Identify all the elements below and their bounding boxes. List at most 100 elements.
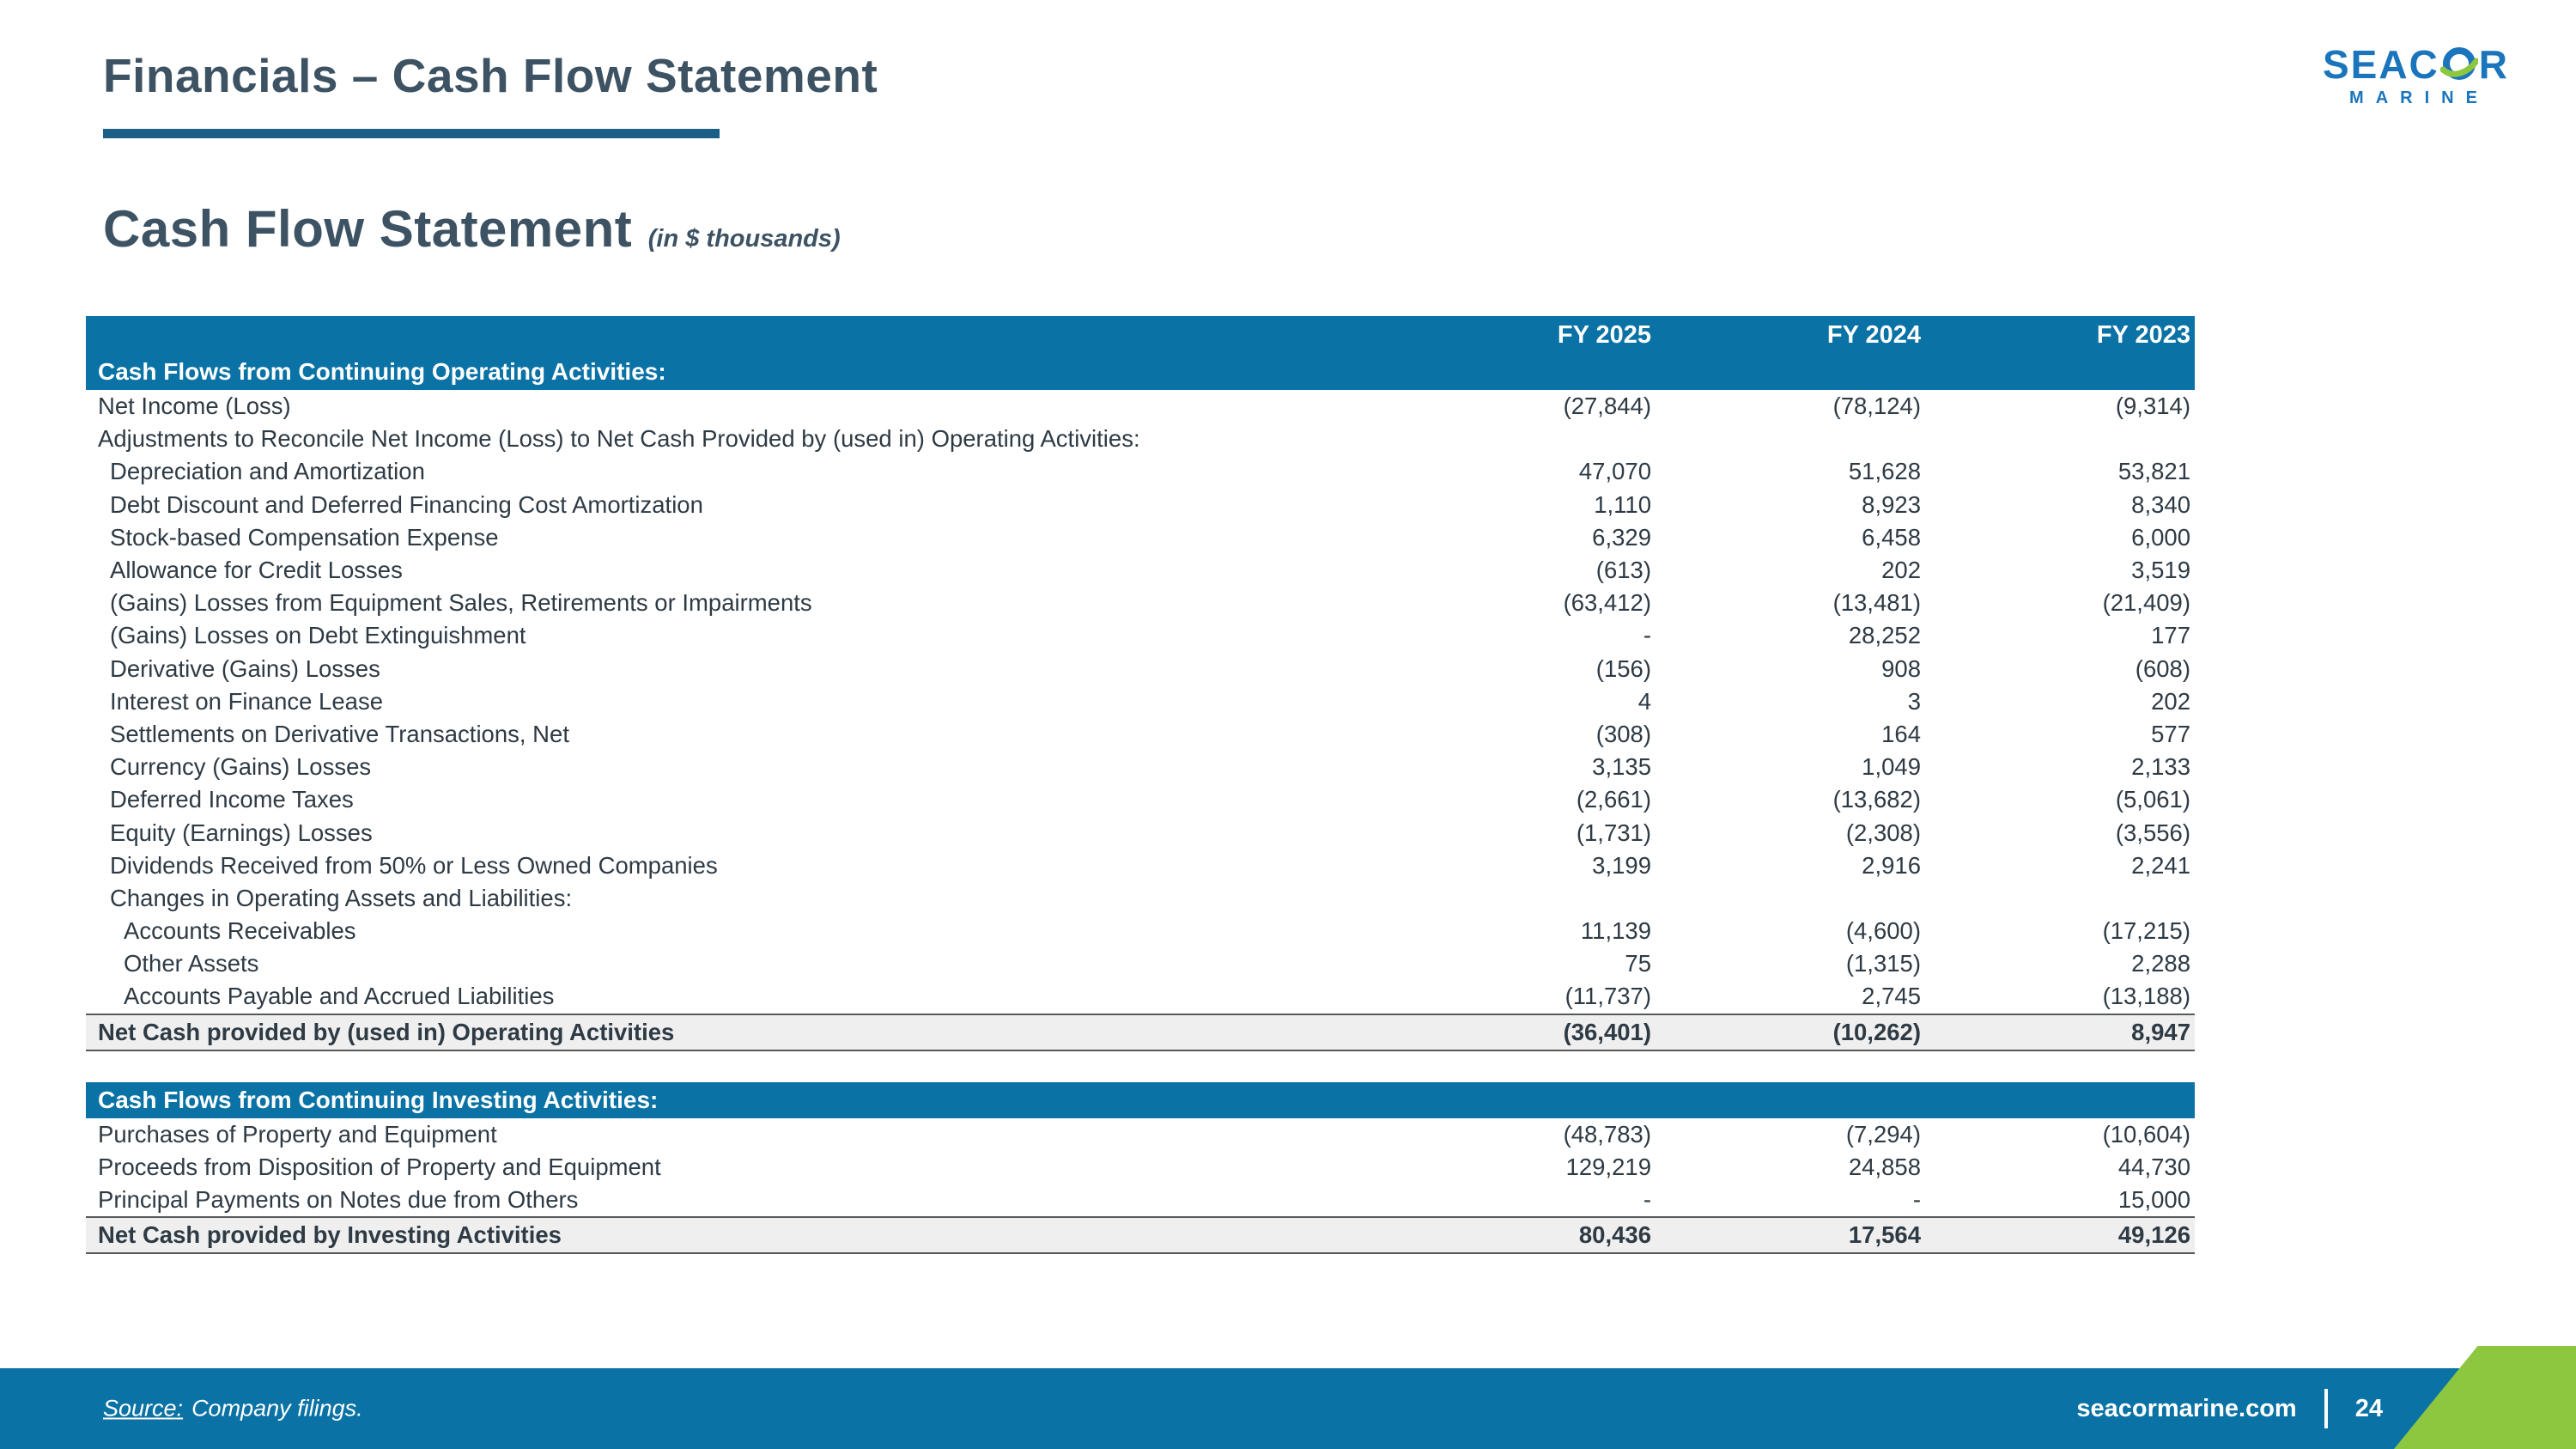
row-value: 908	[1881, 654, 1921, 682]
row-value: 44,730	[2117, 1153, 2190, 1180]
row-value: (308)	[1595, 720, 1651, 747]
table-row: Currency (Gains) Losses 3,135 1,049 2,133	[86, 751, 2195, 783]
table-row: (Gains) Losses from Equipment Sales, Ret…	[86, 587, 2195, 619]
table-row: Allowance for Credit Losses (613) 202 3,519	[86, 554, 2195, 587]
row-value: (1,315)	[1845, 950, 1921, 977]
row-value: (10,604)	[2102, 1120, 2190, 1148]
row-value: (13,188)	[2102, 983, 2190, 1010]
total-row-value: 80,436	[1578, 1221, 1651, 1249]
row-value: 47,070	[1578, 458, 1651, 485]
footer-source: Source: Company filings.	[103, 1396, 363, 1422]
row-label: Adjustments to Reconcile Net Income (Los…	[98, 425, 1140, 453]
row-value: (156)	[1595, 654, 1651, 682]
row-label: (Gains) Losses from Equipment Sales, Ret…	[110, 589, 812, 617]
section-header-row: Cash Flows from Continuing Operating Act…	[86, 354, 2195, 390]
row-label: Derivative (Gains) Losses	[110, 654, 380, 682]
section-header-label: Cash Flows from Continuing Operating Act…	[98, 358, 666, 385]
table-row: Changes in Operating Assets and Liabilit…	[86, 882, 2195, 915]
table-row: Other Assets 75 (1,315) 2,288	[86, 947, 2195, 980]
row-value: 1,049	[1862, 753, 1921, 781]
row-label: Equity (Earnings) Losses	[110, 819, 373, 846]
section-header-row: Cash Flows from Continuing Investing Act…	[86, 1081, 2195, 1118]
row-label: Proceeds from Disposition of Property an…	[98, 1153, 661, 1180]
row-value: (1,731)	[1576, 819, 1651, 846]
row-value: 6,329	[1592, 523, 1651, 551]
total-row: Net Cash provided by (used in) Operating…	[86, 1013, 2195, 1051]
row-value: (63,412)	[1563, 589, 1651, 617]
row-value: (13,481)	[1832, 589, 1921, 617]
row-value: 6,458	[1862, 523, 1921, 551]
footer-bar: Source: Company filings. seacormarine.com…	[0, 1368, 2576, 1449]
footer-source-text: Company filings.	[191, 1395, 363, 1422]
logo-wordmark: SEAC R	[2323, 45, 2509, 84]
row-value: (2,661)	[1576, 786, 1651, 813]
row-label: Other Assets	[124, 950, 259, 977]
column-header: FY 2024	[1826, 320, 1921, 349]
row-value: (27,844)	[1563, 393, 1651, 420]
table-row: Adjustments to Reconcile Net Income (Los…	[86, 423, 2195, 455]
section-title: Cash Flow Statement	[103, 200, 633, 258]
row-label: Purchases of Property and Equipment	[98, 1120, 497, 1148]
total-row-value: 8,947	[2131, 1018, 2190, 1045]
footer-source-label: Source:	[103, 1395, 184, 1422]
row-value: 1,110	[1594, 490, 1651, 518]
total-row: Net Cash provided by Investing Activitie…	[86, 1216, 2195, 1255]
cashflow-table: FY 2025 FY 2024 FY 2023 Cash Flows from Con…	[86, 316, 2195, 1255]
row-value: 2,133	[2131, 753, 2190, 781]
row-label: Deferred Income Taxes	[110, 786, 354, 813]
row-value: 28,252	[1848, 622, 1921, 649]
row-value: (21,409)	[2102, 589, 2190, 617]
row-label: Changes in Operating Assets and Liabilit…	[110, 884, 573, 911]
row-value: (4,600)	[1845, 917, 1921, 945]
table-column-header-row: FY 2025 FY 2024 FY 2023	[86, 316, 2195, 354]
row-label: Dividends Received from 50% or Less Owne…	[110, 851, 718, 879]
column-header: FY 2025	[1557, 320, 1651, 349]
section-header-label: Cash Flows from Continuing Investing Act…	[98, 1086, 659, 1113]
table-row: Proceeds from Disposition of Property an…	[86, 1151, 2195, 1184]
table-row: Dividends Received from 50% or Less Owne…	[86, 849, 2195, 882]
row-label: Allowance for Credit Losses	[110, 557, 403, 584]
section-subtitle: (in $ thousands)	[647, 225, 841, 253]
row-value: (78,124)	[1832, 393, 1921, 420]
row-value: 3	[1907, 687, 1921, 715]
row-label: Debt Discount and Deferred Financing Cos…	[110, 490, 703, 518]
logo-word-part1: SEAC	[2322, 42, 2439, 87]
table-row: Deferred Income Taxes (2,661) (13,682) (5,0…	[86, 783, 2195, 816]
table-row: Principal Payments on Notes due from Oth…	[86, 1184, 2195, 1216]
section-title-wrap: Cash Flow Statement (in $ thousands)	[103, 199, 841, 259]
row-label: Interest on Finance Lease	[110, 687, 383, 715]
row-value: 3,519	[2131, 557, 2190, 584]
row-value: 202	[1881, 557, 1921, 584]
row-value: 15,000	[2117, 1186, 2190, 1214]
table-row: Depreciation and Amortization 47,070 51,62…	[86, 455, 2195, 488]
row-label: Principal Payments on Notes due from Oth…	[98, 1186, 579, 1214]
row-value: (5,061)	[2115, 786, 2190, 813]
table-row: Settlements on Derivative Transactions, …	[86, 718, 2195, 751]
row-value: 3,135	[1592, 753, 1651, 781]
total-row-value: 17,564	[1848, 1221, 1921, 1249]
row-value: (11,737)	[1564, 983, 1651, 1010]
table-row: Debt Discount and Deferred Financing Cos…	[86, 489, 2195, 521]
total-row-label: Net Cash provided by (used in) Operating…	[98, 1018, 675, 1045]
row-value: 6,000	[2131, 523, 2190, 551]
row-label: Depreciation and Amortization	[110, 458, 425, 485]
row-value: (613)	[1595, 557, 1651, 584]
table-row: Derivative (Gains) Losses (156) 908 (608)	[86, 653, 2195, 685]
row-value: 51,628	[1848, 458, 1921, 485]
seacor-marine-logo: SEAC R MARINE	[2323, 45, 2509, 108]
row-value: 177	[2151, 622, 2190, 649]
total-row-value: (10,262)	[1832, 1018, 1921, 1045]
row-value: 129,219	[1565, 1153, 1651, 1180]
table-row: Stock-based Compensation Expense 6,329 6,4…	[86, 521, 2195, 554]
row-value: 164	[1881, 720, 1921, 747]
logo-o-icon	[2439, 46, 2480, 83]
table-row: Interest on Finance Lease 4 3 202	[86, 685, 2195, 718]
row-value: 2,241	[2131, 851, 2190, 879]
table-row: Accounts Receivables 11,139 (4,600) (17,215…	[86, 915, 2195, 947]
footer-divider	[2324, 1389, 2328, 1428]
row-value: (17,215)	[2102, 917, 2190, 945]
row-value: 3,199	[1592, 851, 1651, 879]
page-title: Financials – Cash Flow Statement	[103, 49, 878, 102]
footer-website[interactable]: seacormarine.com	[2076, 1394, 2297, 1422]
row-value: (13,682)	[1832, 786, 1921, 813]
